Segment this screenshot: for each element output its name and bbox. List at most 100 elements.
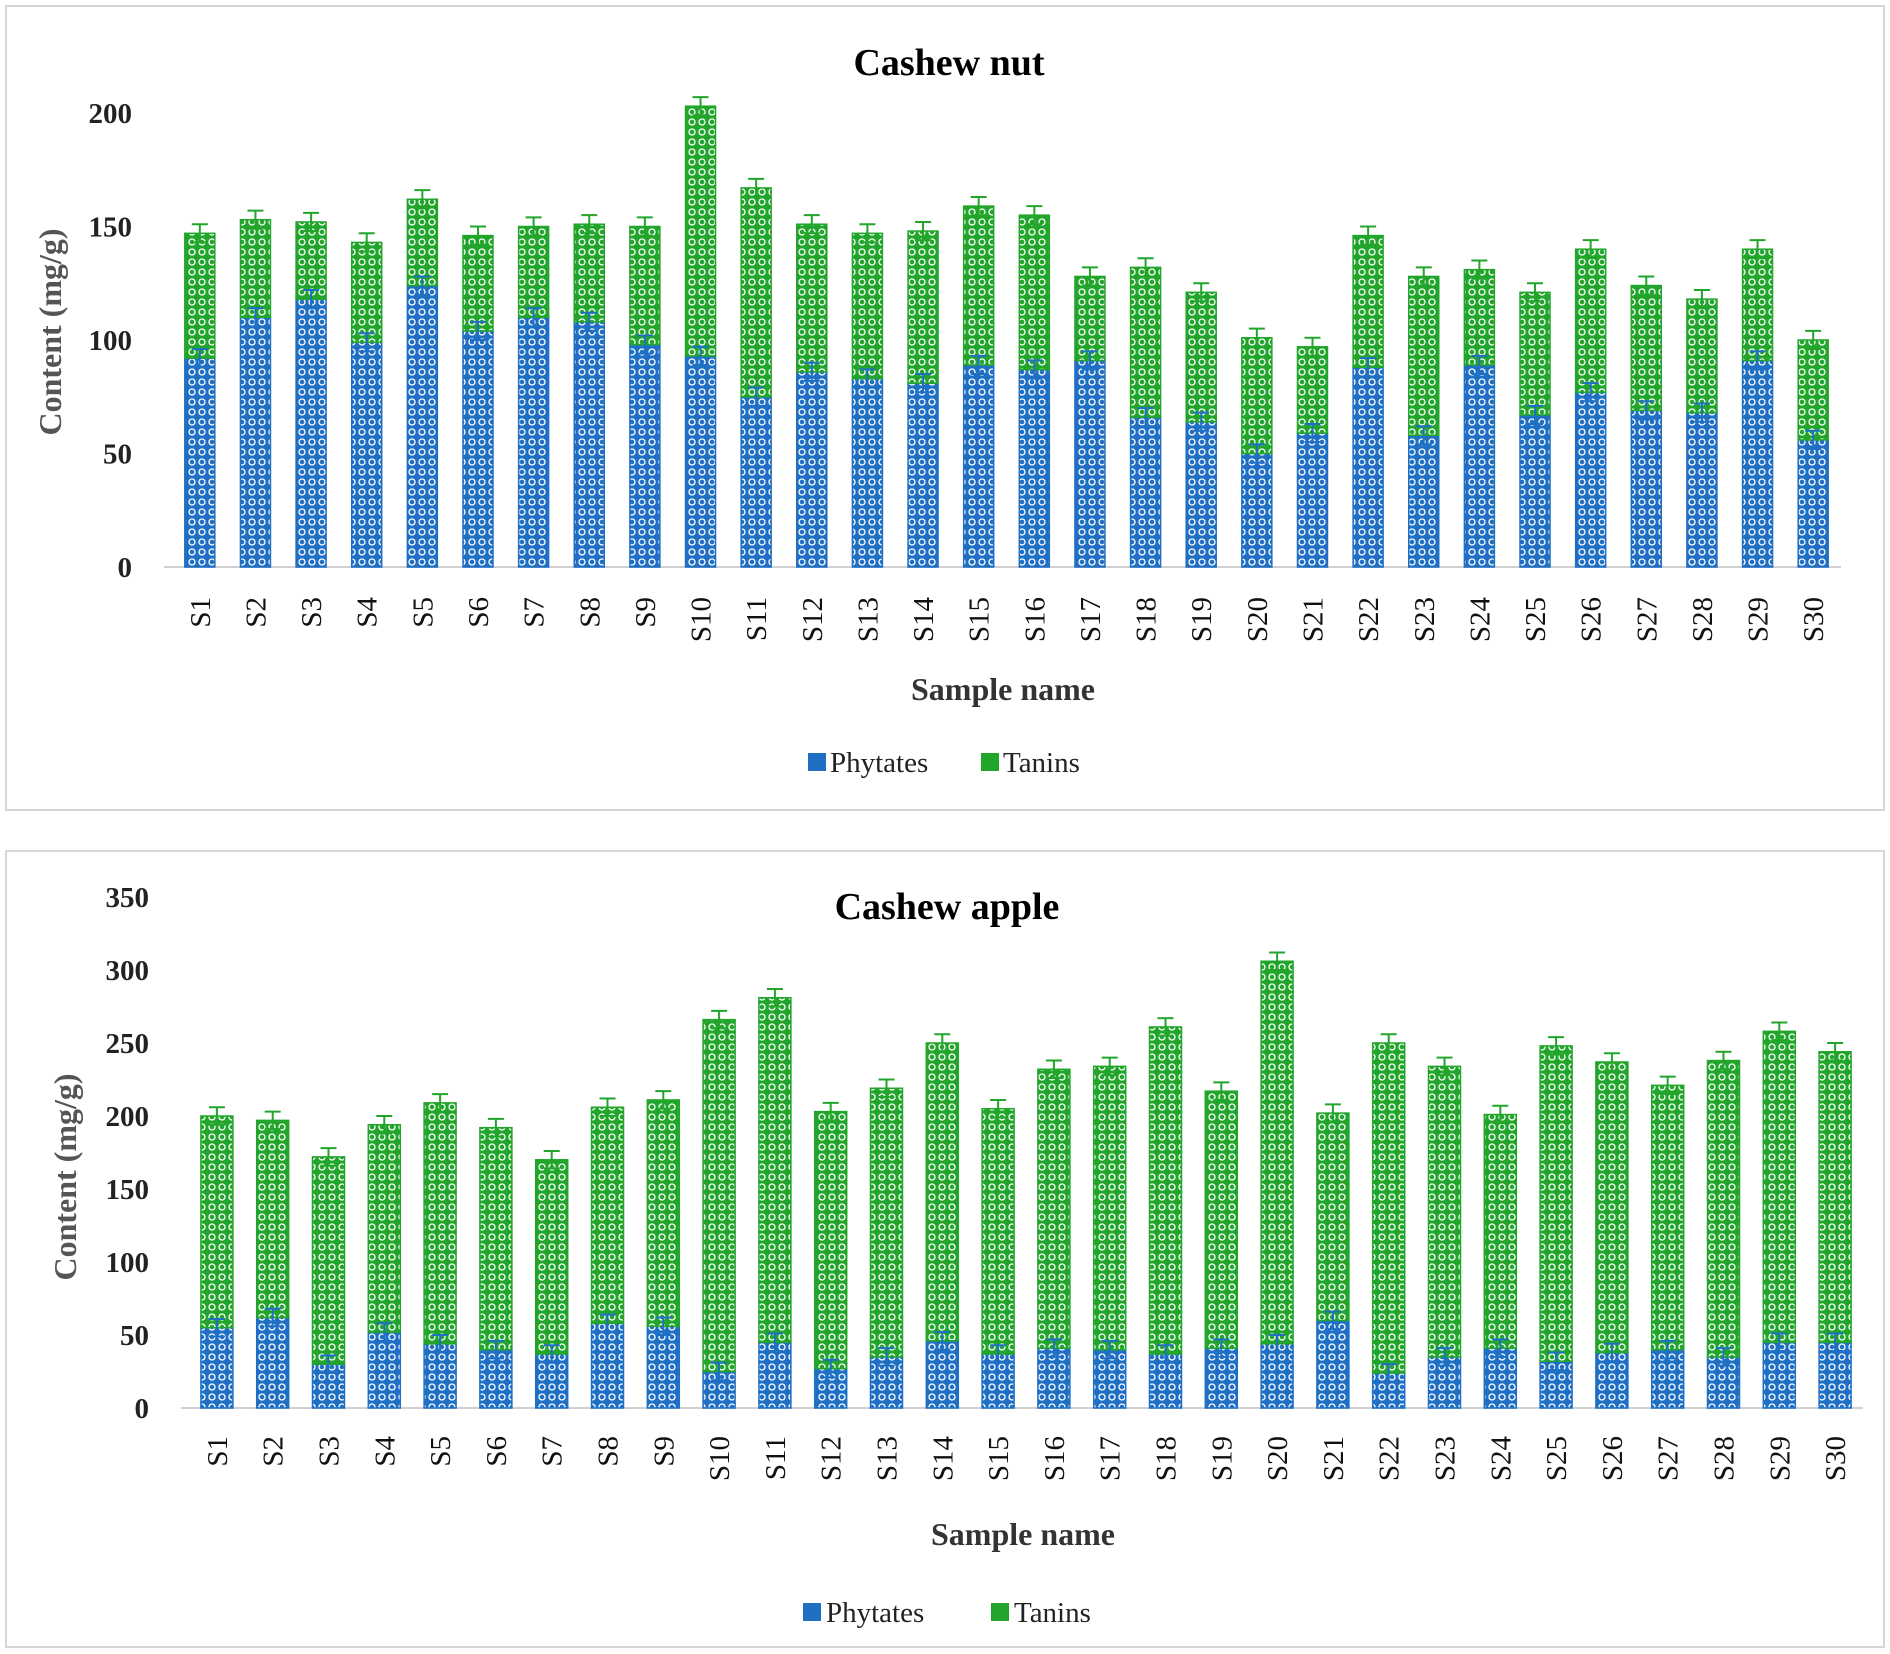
x-tick-label-s3: S3 — [314, 1436, 346, 1467]
bar-tanins-s23 — [1408, 275, 1440, 437]
bar-phytates-s8 — [590, 1322, 625, 1409]
bar-phytates-s1 — [184, 357, 216, 568]
error-bar-tanins-s7 — [543, 1150, 560, 1170]
x-tick-label-s9: S9 — [630, 597, 662, 628]
error-bar-phytates-s16 — [1045, 1338, 1062, 1358]
bar-phytates-s6 — [462, 330, 494, 568]
error-bar-tanins-s13 — [859, 223, 876, 244]
x-tick-label-s24: S24 — [1464, 597, 1496, 643]
x-tick-label-s27: S27 — [1653, 1436, 1685, 1481]
error-bar-phytates-s2 — [247, 307, 264, 328]
bar-phytates-s19 — [1204, 1347, 1239, 1409]
x-tick-label-s11: S11 — [760, 1436, 792, 1480]
error-bar-phytates-s11 — [748, 386, 765, 407]
error-bar-tanins-s8 — [581, 214, 598, 235]
error-bar-tanins-s1 — [191, 223, 208, 244]
y-tick-label: 50 — [120, 1320, 149, 1352]
bar-tanins-s11 — [758, 996, 792, 1344]
error-bar-phytates-s4 — [358, 332, 375, 353]
legend: Phytates Tanins — [803, 1597, 1091, 1629]
error-bar-phytates-s28 — [1715, 1347, 1732, 1367]
y-tick-label: 200 — [89, 98, 133, 130]
bar-tanins-s2 — [239, 218, 272, 319]
bar-tanins-s9 — [646, 1099, 681, 1327]
x-tick-label-s12: S12 — [797, 597, 829, 642]
error-bar-tanins-s15 — [970, 195, 987, 217]
bar-tanins-s10 — [684, 105, 717, 357]
error-bar-phytates-s26 — [1582, 382, 1599, 403]
error-bar-phytates-s12 — [822, 1358, 839, 1379]
error-bar-tanins-s4 — [358, 232, 375, 253]
x-tick-label-s26: S26 — [1576, 597, 1608, 642]
y-tick-label: 100 — [89, 325, 133, 357]
error-bar-phytates-s5 — [432, 1334, 449, 1354]
bar-tanins-s28 — [1686, 298, 1718, 414]
error-bar-phytates-s7 — [543, 1344, 560, 1364]
error-bar-tanins-s9 — [655, 1090, 672, 1110]
error-bar-tanins-s20 — [1269, 951, 1286, 971]
error-bar-phytates-s6 — [487, 1339, 504, 1360]
x-tick-label-s20: S20 — [1242, 597, 1274, 642]
x-tick-label-s24: S24 — [1485, 1436, 1517, 1482]
x-tick-label-s17: S17 — [1075, 597, 1107, 642]
x-tick-label-s1: S1 — [185, 597, 217, 628]
x-tick-label-s28: S28 — [1687, 597, 1719, 642]
bar-tanins-s10 — [702, 1018, 736, 1373]
x-tick-label-s11: S11 — [741, 597, 773, 641]
bar-phytates-s11 — [758, 1341, 792, 1409]
x-tick-label-s23: S23 — [1430, 1436, 1462, 1481]
x-tick-label-s22: S22 — [1353, 597, 1385, 642]
bar-tanins-s5 — [406, 198, 439, 287]
bar-tanins-s18 — [1148, 1026, 1183, 1355]
error-bar-tanins-s3 — [320, 1147, 337, 1167]
bar-phytates-s25 — [1519, 414, 1551, 568]
bar-tanins-s7 — [517, 225, 550, 319]
bar-tanins-s14 — [925, 1042, 960, 1342]
bar-phytates-s29 — [1741, 359, 1774, 568]
error-bar-tanins-s7 — [525, 216, 542, 237]
chart-title: Cashew apple — [835, 886, 1060, 928]
bar-tanins-s29 — [1762, 1030, 1797, 1344]
error-bar-phytates-s24 — [1471, 354, 1488, 376]
error-bar-tanins-s12 — [803, 214, 820, 235]
bar-tanins-s20 — [1260, 960, 1294, 1345]
bar-phytates-s11 — [740, 396, 772, 568]
bar-phytates-s14 — [925, 1340, 960, 1409]
x-tick-label-s27: S27 — [1631, 597, 1663, 642]
x-tick-label-s6: S6 — [463, 597, 495, 628]
error-bar-tanins-s16 — [1026, 205, 1043, 226]
x-tick-label-s30: S30 — [1820, 1436, 1852, 1481]
x-tick-label-s30: S30 — [1798, 597, 1830, 642]
error-bar-phytates-s14 — [934, 1331, 951, 1351]
x-tick-label-s23: S23 — [1409, 597, 1441, 642]
error-bar-tanins-s11 — [766, 987, 783, 1008]
error-bar-tanins-s16 — [1045, 1059, 1062, 1080]
error-bar-phytates-s9 — [655, 1316, 672, 1336]
x-axis-label: Sample name — [931, 1516, 1115, 1552]
error-bar-phytates-s5 — [414, 275, 431, 296]
bar-tanins-s1 — [200, 1115, 234, 1329]
error-bar-phytates-s23 — [1415, 425, 1432, 446]
error-bar-phytates-s22 — [1380, 1363, 1397, 1383]
x-tick-label-s1: S1 — [202, 1436, 234, 1467]
error-bar-phytates-s17 — [1101, 1339, 1118, 1360]
error-bar-tanins-s10 — [692, 96, 709, 117]
legend-swatch-phytates — [808, 753, 826, 771]
y-tick-label: 100 — [106, 1247, 150, 1279]
x-tick-label-s7: S7 — [519, 597, 551, 628]
bar-phytates-s1 — [200, 1326, 234, 1409]
bar-phytates-s28 — [1686, 411, 1718, 568]
bar-phytates-s18 — [1129, 416, 1162, 568]
x-tick-label-s28: S28 — [1709, 1436, 1741, 1481]
x-tick-label-s18: S18 — [1131, 597, 1163, 642]
bar-tanins-s5 — [423, 1102, 457, 1345]
error-bar-tanins-s19 — [1213, 1081, 1230, 1101]
x-tick-label-s4: S4 — [369, 1436, 401, 1467]
bar-tanins-s7 — [534, 1159, 569, 1355]
bar-tanins-s22 — [1352, 234, 1384, 368]
y-tick-label: 150 — [106, 1174, 150, 1206]
error-bar-phytates-s10 — [711, 1361, 728, 1382]
bar-tanins-s25 — [1519, 291, 1551, 416]
error-bar-phytates-s28 — [1693, 402, 1710, 423]
error-bar-tanins-s26 — [1603, 1052, 1620, 1072]
